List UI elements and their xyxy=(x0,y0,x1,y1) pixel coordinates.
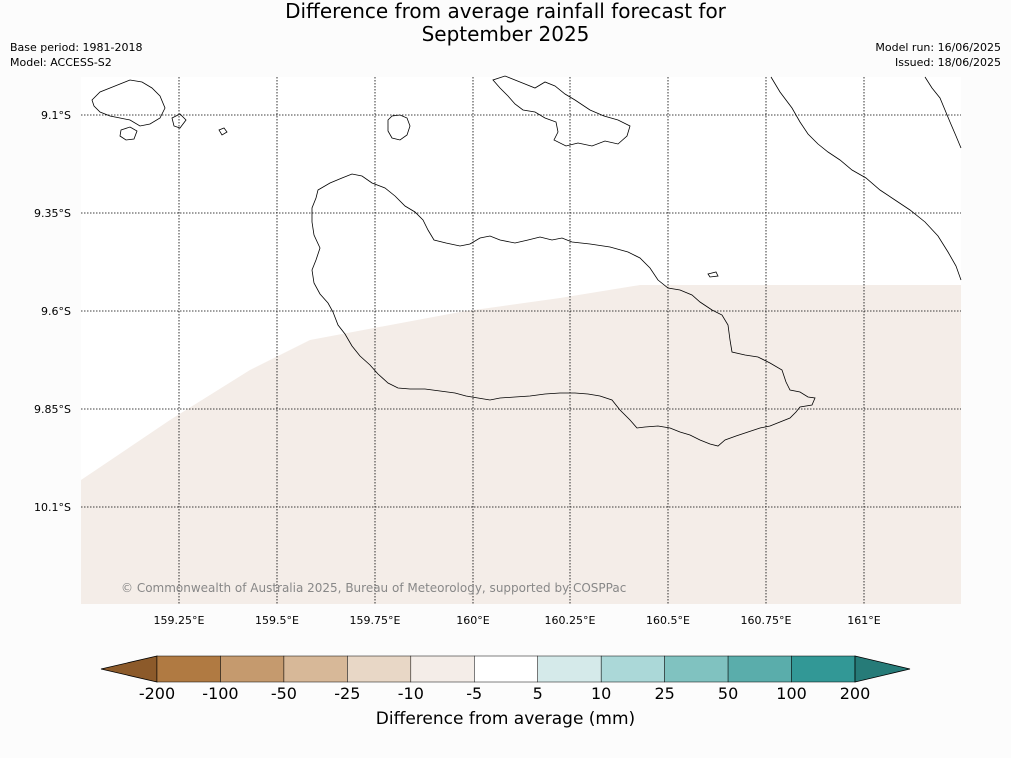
colorbar-extend-low xyxy=(100,655,158,683)
coastlines xyxy=(91,75,962,447)
lon-label: 159.25°E xyxy=(154,614,205,627)
coastline-islet-3 xyxy=(218,127,228,136)
lon-label: 161°E xyxy=(847,614,880,627)
model-text: Model: ACCESS-S2 xyxy=(10,56,112,69)
colorbar-tick-label: -50 xyxy=(271,684,297,703)
colorbar-tick-label: 5 xyxy=(533,684,543,703)
lat-label: 10.1°S xyxy=(34,501,71,514)
colorbar-label: Difference from average (mm) xyxy=(375,709,636,729)
colorbar-segment xyxy=(220,655,285,683)
colorbar-tick-label: 50 xyxy=(718,684,738,703)
lon-label: 160°E xyxy=(456,614,489,627)
coastline-islet-1 xyxy=(119,126,138,141)
lat-label: 9.85°S xyxy=(34,403,71,416)
lat-label: 9.6°S xyxy=(41,305,71,318)
colorbar-tick-label: -25 xyxy=(334,684,360,703)
colorbar-tick-label: -200 xyxy=(139,684,175,703)
coastline-florida-islands xyxy=(492,75,631,147)
coastline-malaita xyxy=(770,76,962,281)
colorbar-segment xyxy=(791,655,856,683)
chart-title-line2: September 2025 xyxy=(421,22,590,46)
colorbar-segment xyxy=(600,655,665,683)
lon-label: 160.75°E xyxy=(741,614,792,627)
lon-label: 160.5°E xyxy=(646,614,690,627)
forecast-region xyxy=(81,285,961,604)
colorbar-tick-label: -5 xyxy=(466,684,482,703)
colorbar-segment xyxy=(156,655,221,683)
lat-label: 9.35°S xyxy=(34,207,71,220)
longitude-labels: 159.25°E 159.5°E 159.75°E 160°E 160.25°E 160.… xyxy=(154,614,881,627)
coastline-savo xyxy=(387,114,411,141)
coastline-islet-4 xyxy=(707,271,719,278)
copyright-text: © Commonwealth of Australia 2025, Bureau… xyxy=(121,581,626,595)
colorbar-tick-label: 25 xyxy=(654,684,674,703)
colorbar-tick-label: 200 xyxy=(840,684,871,703)
issued-text: Issued: 18/06/2025 xyxy=(894,56,1001,69)
colorbar: -200 -100 -50 -25 -10 -5 5 10 25 50 100 200 xyxy=(100,655,911,703)
meta-right: Model run: 16/06/2025 Issued: 18/06/2025 xyxy=(875,40,1001,70)
lon-label: 159.75°E xyxy=(350,614,401,627)
latitude-labels: 9.1°S 9.35°S 9.6°S 9.85°S 10.1°S xyxy=(34,109,71,514)
coastline-malaita-north xyxy=(924,76,962,149)
colorbar-tick-label: 10 xyxy=(591,684,611,703)
colorbar-segment xyxy=(664,655,729,683)
colorbar-tick-label: -10 xyxy=(398,684,424,703)
lat-label: 9.1°S xyxy=(41,109,71,122)
model-run-text: Model run: 16/06/2025 xyxy=(875,41,1001,54)
base-period-text: Base period: 1981-2018 xyxy=(10,41,143,54)
colorbar-tick-label: -100 xyxy=(202,684,238,703)
coastline-islet-2 xyxy=(171,113,187,129)
map-panel: © Commonwealth of Australia 2025, Bureau… xyxy=(81,75,962,604)
chart-title: Difference from average rainfall forecas… xyxy=(0,0,1011,46)
meta-left: Base period: 1981-2018 Model: ACCESS-S2 xyxy=(10,40,142,70)
coastline-guadalcanal xyxy=(311,173,816,447)
colorbar-segment xyxy=(474,655,538,683)
colorbar-segment xyxy=(727,655,792,683)
colorbar-tick-label: 100 xyxy=(776,684,807,703)
lon-label: 160.25°E xyxy=(545,614,596,627)
chart-title-line1: Difference from average rainfall forecas… xyxy=(285,0,726,23)
colorbar-extend-high xyxy=(854,655,911,683)
colorbar-segment xyxy=(410,655,475,683)
graticule xyxy=(81,77,961,604)
lon-label: 159.5°E xyxy=(255,614,299,627)
colorbar-segment xyxy=(283,655,348,683)
colorbar-segment xyxy=(347,655,412,683)
colorbar-segment xyxy=(537,655,602,683)
